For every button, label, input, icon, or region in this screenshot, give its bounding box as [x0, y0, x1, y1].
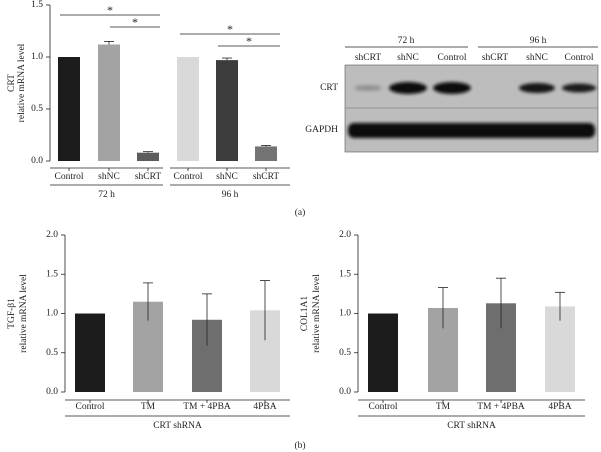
blot-lane-label: shCRT [482, 53, 509, 63]
significance-star: * [227, 22, 233, 36]
bar [75, 313, 105, 392]
blot-lane-label: shNC [526, 53, 548, 63]
band [389, 82, 427, 94]
blot-group-label: 96 h [530, 36, 547, 46]
y-tick-label: 0.0 [46, 387, 58, 397]
band [433, 82, 471, 94]
panel-label: (a) [295, 207, 306, 218]
x-tick-label: shNC [216, 172, 238, 182]
x-tick-label: 4PBA [253, 402, 276, 412]
band [562, 83, 596, 93]
y-tick-label: 0.0 [31, 156, 43, 166]
y-tick-label: 1.0 [31, 52, 43, 62]
y-axis-label: TGF-β1 [7, 298, 17, 329]
x-tick-label: 4PBA [548, 402, 571, 412]
x-tick-label: shNC [98, 172, 120, 182]
bar [545, 306, 575, 392]
blot-bands [348, 82, 596, 138]
y-tick-label: 1.5 [31, 0, 43, 10]
significance-star: * [107, 3, 113, 17]
blot-lane-label: Control [437, 53, 466, 63]
x-tick-label: shCRT [253, 172, 280, 182]
bar [177, 57, 199, 161]
x-tick-label: TM + 4PBA [183, 402, 231, 412]
group-label: 96 h [222, 190, 239, 200]
blot-frame [344, 64, 599, 153]
x-tick-label: TM [141, 402, 156, 412]
group-label: 72 h [98, 190, 115, 200]
x-tick-label: Control [54, 172, 83, 182]
y-tick-label: 0.5 [31, 104, 43, 114]
group-label: CRT shRNA [447, 421, 496, 431]
y-tick-label: 1.5 [339, 269, 351, 279]
blot-lane-label: shCRT [355, 53, 382, 63]
y-axis-label: relative mRNA level [312, 274, 322, 353]
x-tick-label: Control [75, 402, 104, 412]
bar [58, 57, 80, 161]
y-tick-label: 0.0 [339, 387, 351, 397]
y-tick-label: 2.0 [339, 230, 351, 240]
x-tick-label: Control [173, 172, 202, 182]
y-tick-label: 0.5 [339, 348, 351, 358]
blot-row-label: CRT [320, 83, 338, 93]
bar [98, 44, 120, 161]
y-axis-label: relative mRNA level [17, 43, 27, 122]
y-axis-label: COL1A1 [300, 296, 310, 332]
blot-row-label: GAPDH [305, 125, 338, 135]
blot-lane-label: shNC [397, 53, 419, 63]
x-tick-label: shCRT [135, 172, 162, 182]
y-tick-label: 2.0 [46, 230, 58, 240]
x-tick-label: TM + 4PBA [477, 402, 525, 412]
x-tick-label: TM [436, 402, 451, 412]
y-tick-label: 1.5 [46, 269, 58, 279]
band [348, 123, 595, 138]
bar [368, 313, 398, 392]
y-tick-label: 1.0 [339, 309, 351, 319]
significance-star: * [132, 15, 138, 29]
panel-label: (b) [294, 440, 305, 451]
significance-star: * [246, 34, 252, 48]
group-label: CRT shRNA [153, 421, 202, 431]
y-axis-label: CRT [7, 74, 17, 92]
band [519, 83, 555, 93]
y-tick-label: 1.0 [46, 309, 58, 319]
y-tick-label: 0.5 [46, 348, 58, 358]
band [354, 85, 382, 91]
bar [255, 146, 277, 161]
y-axis-label: relative mRNA level [19, 274, 29, 353]
x-tick-label: Control [368, 402, 397, 412]
bar [216, 60, 238, 162]
bar [137, 152, 159, 161]
blot-lane-label: Control [564, 53, 593, 63]
blot-group-label: 72 h [398, 36, 415, 46]
